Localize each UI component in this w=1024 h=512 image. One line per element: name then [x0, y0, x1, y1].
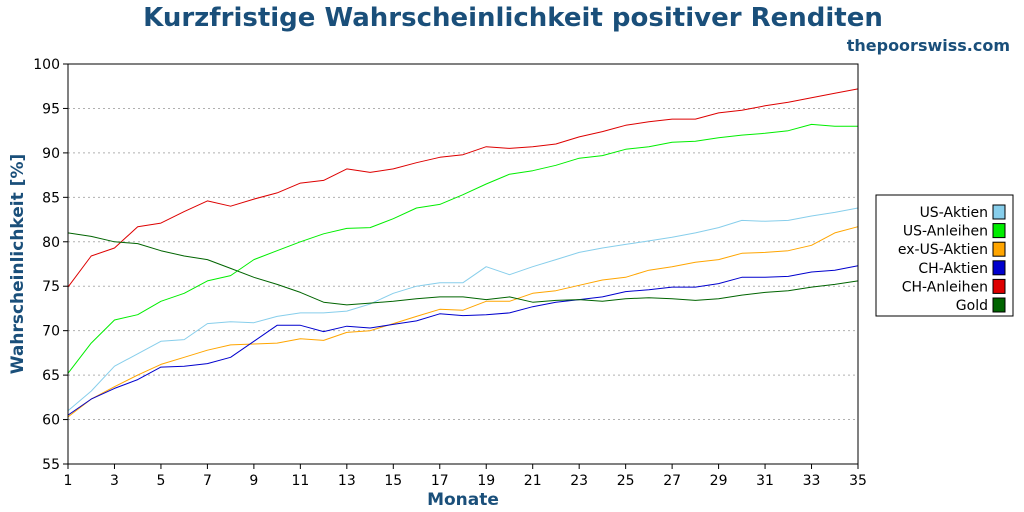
x-tick-label: 27 [663, 473, 681, 489]
series-line-ch-anleihen [67, 88, 859, 288]
plot-frame [67, 63, 859, 465]
x-tick-label: 21 [524, 473, 542, 489]
series-layer [67, 88, 859, 418]
x-tick-label: 33 [803, 473, 821, 489]
legend-label-ch-anleihen: CH-Anleihen [902, 279, 988, 295]
legend-box [875, 194, 1014, 317]
x-axis-ticks: 1 3 5 7 9 11 13 15 17 19 21 23 25 27 29 31 33 35 [64, 464, 867, 489]
chart-title: Kurzfristige Wahrscheinlichkeit positive… [143, 3, 883, 33]
x-tick-label: 15 [384, 473, 402, 489]
y-tick-label: 85 [42, 190, 60, 206]
y-axis-ticks: 55 60 65 70 75 80 85 90 95 100 [33, 57, 68, 473]
x-tick-label: 35 [849, 473, 867, 489]
y-tick-label: 65 [42, 368, 60, 384]
grid-lines [68, 107, 858, 421]
x-tick-label: 1 [64, 473, 73, 489]
x-tick-label: 9 [249, 473, 258, 489]
y-tick-label: 75 [42, 279, 60, 295]
legend-swatch-ch-anleihen [992, 278, 1006, 294]
legend: US-Aktien US-Anleihen ex-US-Aktien CH-Aktie… [875, 194, 1014, 317]
x-tick-label: 19 [477, 473, 495, 489]
x-tick-label: 25 [617, 473, 635, 489]
series-line-us-aktien [67, 207, 859, 412]
legend-label-ch-aktien: CH-Aktien [918, 261, 988, 277]
series-line-gold [67, 232, 859, 306]
x-axis-label: Monate [427, 490, 499, 510]
legend-label-us-aktien: US-Aktien [920, 205, 988, 221]
legend-label-us-anleihen: US-Anleihen [903, 224, 988, 240]
y-tick-label: 90 [42, 146, 60, 162]
x-tick-label: 11 [291, 473, 309, 489]
series-line-ex-us-aktien [67, 226, 859, 418]
legend-label-gold: Gold [956, 298, 988, 314]
y-tick-label: 55 [42, 457, 60, 473]
legend-swatch-gold [992, 297, 1006, 313]
series-line-ch-aktien [67, 265, 859, 416]
website-watermark: thepoorswiss.com [847, 36, 1010, 55]
y-tick-label: 70 [42, 324, 60, 340]
x-tick-label: 7 [203, 473, 212, 489]
y-axis-label: Wahrscheinlichkeit [%] [8, 154, 28, 375]
x-tick-label: 17 [431, 473, 449, 489]
x-tick-label: 13 [338, 473, 356, 489]
x-tick-label: 29 [710, 473, 728, 489]
legend-swatch-ex-us-aktien [992, 241, 1006, 257]
y-tick-label: 60 [42, 413, 60, 429]
series-line-us-anleihen [67, 123, 858, 374]
legend-swatch-us-anleihen [992, 223, 1006, 239]
x-tick-label: 23 [570, 473, 588, 489]
y-tick-label: 100 [33, 57, 60, 73]
y-tick-label: 95 [42, 101, 60, 117]
legend-swatch-ch-aktien [992, 260, 1006, 276]
legend-swatch-us-aktien [992, 204, 1006, 220]
x-tick-label: 5 [156, 473, 165, 489]
y-tick-label: 80 [42, 235, 60, 251]
x-tick-label: 3 [110, 473, 119, 489]
x-tick-label: 31 [756, 473, 774, 489]
legend-label-ex-us-aktien: ex-US-Aktien [898, 242, 988, 258]
